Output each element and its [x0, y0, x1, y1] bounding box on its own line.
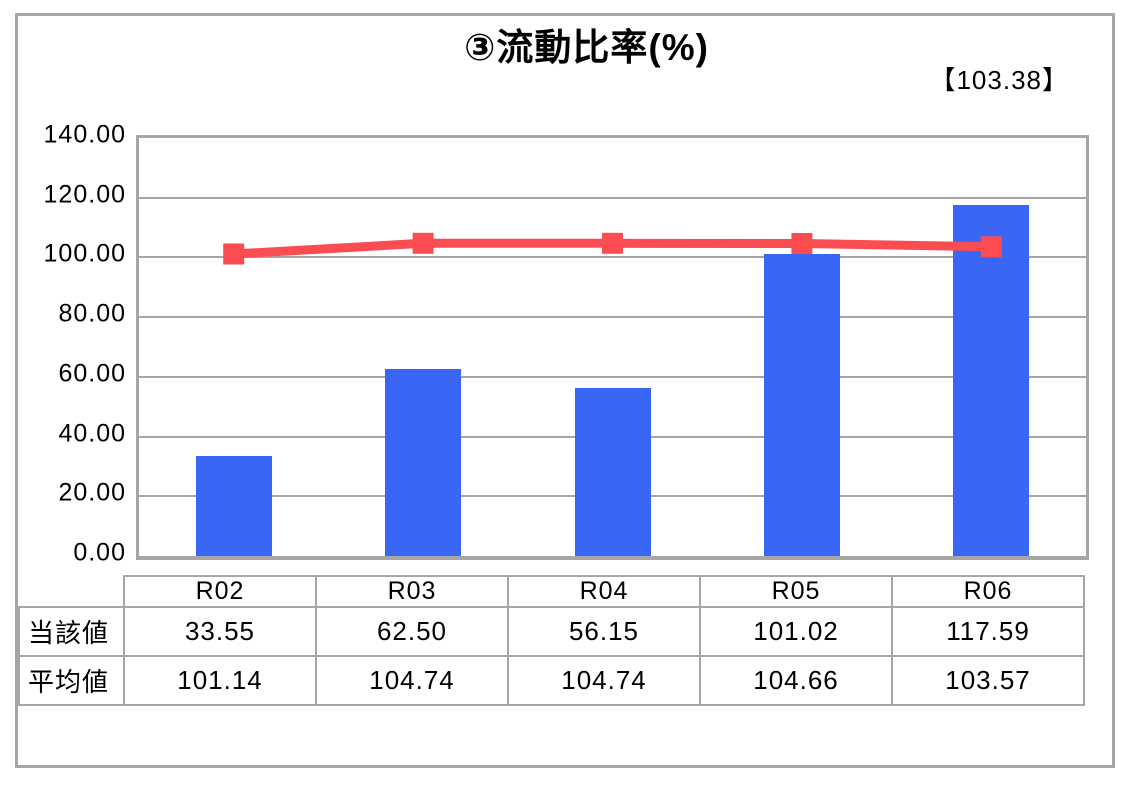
line-marker-R04: [602, 232, 623, 254]
table-cell-平均値-R06: 103.57: [891, 655, 1085, 706]
table-header-R06: R06: [891, 575, 1085, 608]
table-header-R02: R02: [123, 575, 317, 608]
y-tick-label: 80.00: [58, 299, 126, 328]
y-axis: 140.00 120.00 100.00 80.00 60.00 40.00 20.00 0.…: [0, 0, 126, 791]
gridline: [139, 256, 1086, 259]
line-marker-R05: [791, 233, 813, 254]
y-tick-label: 40.00: [58, 419, 126, 448]
gridline: [139, 196, 1086, 199]
bar-R02: [196, 456, 272, 556]
table-row-label: 平均値: [18, 655, 125, 706]
y-tick-label: 120.00: [43, 180, 126, 209]
table-cell-当該値-R04: 56.15: [507, 606, 701, 657]
bar-R04: [575, 388, 651, 556]
bar-R05: [764, 254, 840, 556]
gridline: [139, 375, 1086, 378]
y-tick-label: 0.00: [73, 538, 126, 567]
chart-title: ③流動比率(%): [464, 27, 709, 68]
table-cell-平均値-R02: 101.14: [123, 655, 317, 706]
y-tick-label: 60.00: [58, 359, 126, 388]
line-marker-R06: [980, 236, 1002, 258]
y-tick-label: 100.00: [43, 239, 126, 268]
table-cell-平均値-R03: 104.74: [315, 655, 509, 706]
table-cell-平均値-R04: 104.74: [507, 655, 701, 706]
y-tick-label: 20.00: [58, 478, 126, 507]
table-row: 当該値 33.55 62.50 56.15 101.02 117.59: [18, 606, 1085, 657]
table-cell-当該値-R03: 62.50: [315, 606, 509, 657]
gridline: [139, 316, 1086, 319]
average-line-series: [223, 232, 1002, 265]
table-header-R05: R05: [699, 575, 893, 608]
line-marker-R03: [412, 232, 434, 254]
table-corner-cell: [19, 576, 124, 608]
table-cell-当該値-R02: 33.55: [123, 606, 317, 657]
y-tick-label: 140.00: [43, 120, 126, 149]
data-table: R02 R03 R04 R05 R06 当該値 33.55 62.50 56.15 101.02 1…: [18, 575, 1085, 706]
table-header-R04: R04: [507, 575, 701, 608]
table-row: 平均値 101.14 104.74 104.74 104.66 103.57: [18, 655, 1085, 706]
table-cell-当該値-R06: 117.59: [891, 606, 1085, 657]
table-header-R03: R03: [315, 575, 509, 608]
table-row-label: 当該値: [18, 606, 125, 657]
line-marker-R02: [223, 243, 245, 265]
table-cell-平均値-R05: 104.66: [699, 655, 893, 706]
bar-R06: [953, 205, 1029, 556]
chart-annotation: 【103.38】: [929, 65, 1069, 95]
table-cell-当該値-R05: 101.02: [699, 606, 893, 657]
plot-area: [136, 135, 1089, 560]
bar-R03: [385, 369, 461, 556]
